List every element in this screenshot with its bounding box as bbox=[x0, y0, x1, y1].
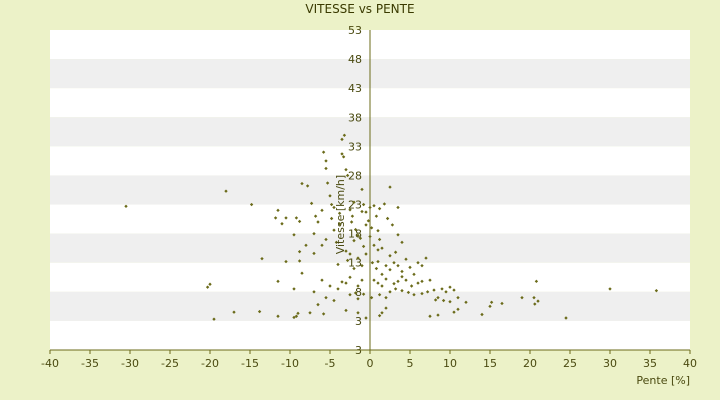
chart-title: VITESSE vs PENTE bbox=[305, 2, 415, 16]
x-tick-label: -30 bbox=[121, 357, 139, 370]
y-tick-label: 13 bbox=[348, 257, 362, 270]
data-point bbox=[564, 316, 568, 320]
x-tick-label: 15 bbox=[483, 357, 497, 370]
y-tick-label: 53 bbox=[348, 24, 362, 37]
data-point bbox=[350, 214, 355, 218]
data-point bbox=[533, 302, 537, 306]
x-tick-label: 25 bbox=[563, 357, 577, 370]
x-axis-tick-labels: -40 -35 -30 -25 -20 -15 -10 -5 0 5 10 15 20 25 30 35 40 bbox=[41, 350, 697, 370]
y-tick-label: 18 bbox=[348, 228, 362, 241]
data-point bbox=[208, 282, 212, 286]
data-point bbox=[390, 223, 395, 227]
data-point bbox=[342, 133, 347, 138]
y-tick-label: 3 bbox=[355, 315, 362, 328]
y-tick-label: 38 bbox=[348, 111, 362, 124]
y-tick-label: 8 bbox=[355, 286, 362, 299]
x-tick-label: 40 bbox=[683, 357, 697, 370]
data-point bbox=[212, 317, 216, 321]
x-tick-label: 0 bbox=[367, 357, 374, 370]
data-point bbox=[205, 285, 210, 289]
data-point bbox=[124, 204, 128, 208]
x-tick-label: -20 bbox=[201, 357, 219, 370]
data-point bbox=[334, 240, 339, 245]
y-tick-label: 23 bbox=[348, 199, 362, 212]
data-point bbox=[382, 202, 387, 206]
y-tick-label: 28 bbox=[348, 169, 362, 182]
data-point bbox=[224, 189, 228, 193]
x-tick-label: 10 bbox=[443, 357, 457, 370]
data-point bbox=[294, 216, 299, 220]
data-point bbox=[534, 279, 539, 284]
x-tick-label: -10 bbox=[281, 357, 299, 370]
x-tick-label: -25 bbox=[161, 357, 179, 370]
x-tick-label: 20 bbox=[523, 357, 537, 370]
y-axis-label: Vitesse [km/h] bbox=[334, 175, 347, 255]
data-point bbox=[388, 254, 392, 258]
data-point bbox=[374, 214, 379, 218]
data-point bbox=[358, 236, 363, 240]
x-tick-label: 5 bbox=[407, 357, 414, 370]
x-tick-label: 35 bbox=[643, 357, 657, 370]
x-tick-label: -15 bbox=[241, 357, 259, 370]
y-tick-label: 43 bbox=[348, 82, 362, 95]
x-tick-label: -35 bbox=[81, 357, 99, 370]
data-point bbox=[608, 287, 612, 291]
y-tick-label: 33 bbox=[348, 140, 362, 153]
x-tick-label: -5 bbox=[325, 357, 336, 370]
y-tick-label: 48 bbox=[348, 53, 362, 66]
x-axis-label: Pente [%] bbox=[636, 374, 690, 387]
data-point bbox=[366, 219, 371, 223]
data-point bbox=[232, 310, 236, 314]
x-tick-label: -40 bbox=[41, 357, 59, 370]
x-tick-label: 30 bbox=[603, 357, 617, 370]
